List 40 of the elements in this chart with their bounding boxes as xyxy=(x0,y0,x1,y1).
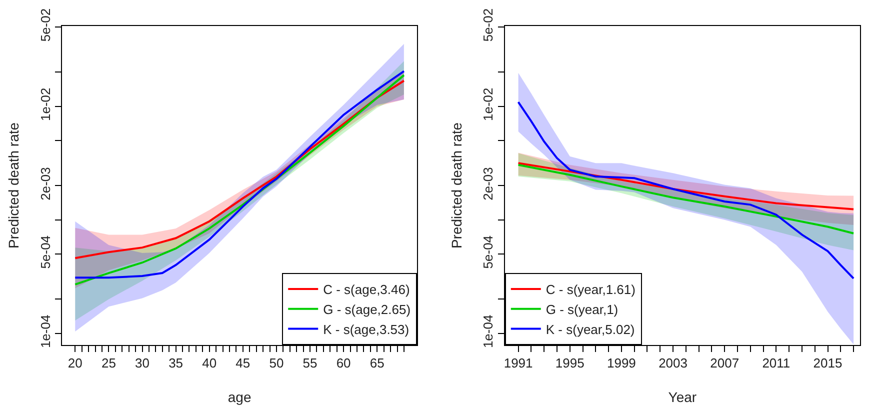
line-series xyxy=(517,101,855,280)
y-tick-label: 2e-03 xyxy=(480,167,496,200)
x-tick-label: 50 xyxy=(269,356,284,371)
x-tick-label: 60 xyxy=(336,356,351,371)
x-tick-label: 1995 xyxy=(555,356,584,371)
legend-label: K - s(age,3.53) xyxy=(323,322,410,337)
y-tick-label: 5e-04 xyxy=(480,235,496,269)
y-tick-label: 5e-02 xyxy=(38,8,53,42)
x-tick-label: 55 xyxy=(302,356,318,371)
x-tick-label: 2003 xyxy=(658,356,688,371)
x-tick-label: 2011 xyxy=(762,356,790,371)
y-tick-label: 1e-02 xyxy=(38,88,53,122)
x-tick-label: 45 xyxy=(236,356,250,371)
line-series xyxy=(517,162,855,210)
x-tick-label: 2015 xyxy=(813,356,842,371)
x-axis-title: age xyxy=(228,388,252,405)
legend-label: K - s(year,5.02) xyxy=(546,322,635,337)
x-tick-label: 1999 xyxy=(606,356,636,371)
x-tick-label: 35 xyxy=(168,356,184,371)
y-tick-label: 2e-03 xyxy=(38,167,53,200)
y-tick-label: 1e-04 xyxy=(38,314,53,348)
x-tick-label: 2007 xyxy=(710,356,740,371)
y-tick-label: 1e-04 xyxy=(480,314,496,348)
x-tick-label: 40 xyxy=(202,356,217,371)
x-tick-label: 1991 xyxy=(504,356,533,371)
x-tick-label: 30 xyxy=(135,356,150,371)
y-tick-label: 1e-02 xyxy=(480,88,496,122)
legend-label: G - s(year,1) xyxy=(546,302,618,317)
x-axis-title: Year xyxy=(668,388,697,405)
x-tick-label: 25 xyxy=(101,356,116,371)
legend-label: C - s(age,3.46) xyxy=(323,282,410,298)
x-tick-label: 20 xyxy=(68,356,82,371)
x-tick-label: 65 xyxy=(370,356,384,371)
line-series xyxy=(517,164,855,234)
y-axis-title: Predicted death rate xyxy=(5,122,22,249)
legend-label: G - s(age,2.65) xyxy=(323,302,411,317)
y-axis-title: Predicted death rate xyxy=(448,122,464,249)
legend-label: C - s(year,1.61) xyxy=(546,282,636,298)
y-tick-label: 5e-04 xyxy=(38,235,53,269)
y-tick-label: 5e-02 xyxy=(480,8,496,42)
